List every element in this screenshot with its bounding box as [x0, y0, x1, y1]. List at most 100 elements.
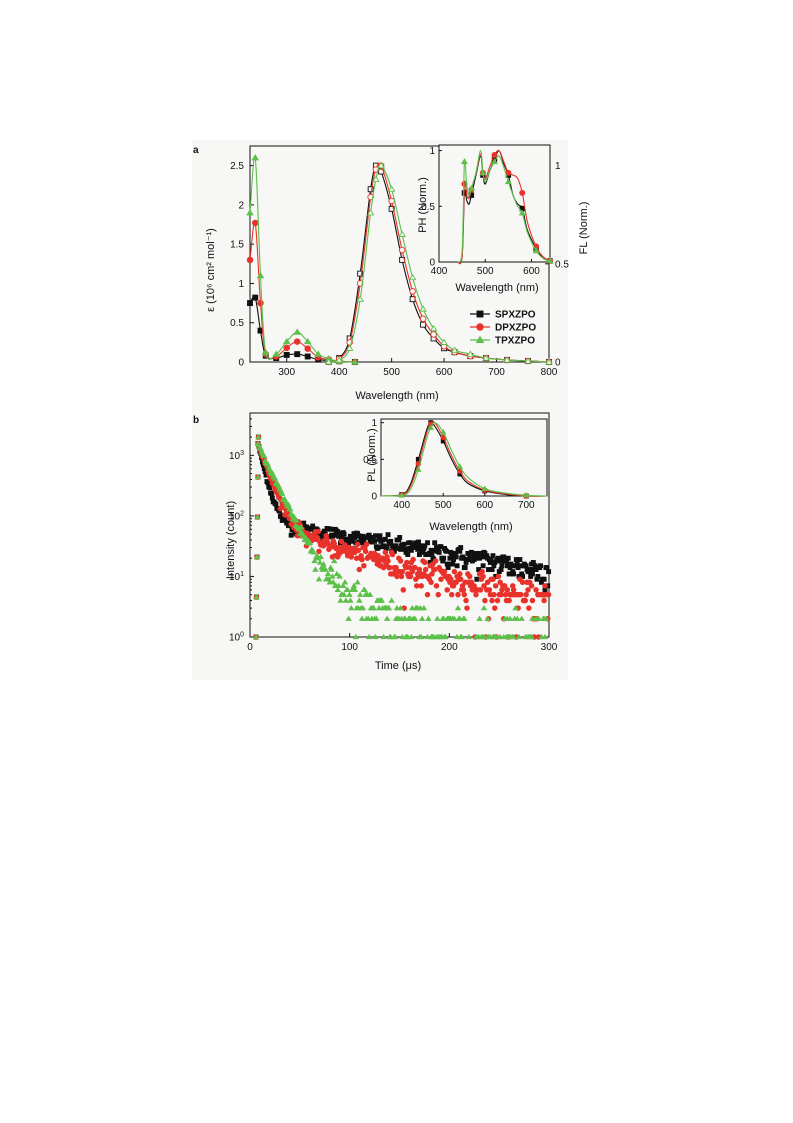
decay-point	[352, 633, 359, 640]
decay-point	[335, 582, 342, 588]
inset-x-tick-label-3: 700	[518, 500, 535, 511]
decay-point	[297, 524, 305, 530]
inset-x-tick-label-1: 500	[435, 500, 452, 511]
decay-point	[442, 633, 449, 640]
fluorescence-marker	[357, 270, 364, 277]
decay-point	[254, 513, 261, 520]
x-tick-label-2: 200	[441, 642, 458, 653]
x-tick-label-1: 100	[341, 642, 358, 653]
fluorescence-marker	[429, 324, 438, 332]
y-tick-label-5: 2.5	[230, 161, 244, 172]
decay-point	[382, 549, 389, 556]
decay-point	[436, 549, 442, 555]
decay-point	[492, 583, 499, 589]
absorption-marker	[304, 345, 311, 352]
inset-y-tick-label-0: 0	[371, 492, 377, 503]
decay-point	[392, 633, 399, 640]
decay-point	[385, 558, 391, 564]
panel-a-inset-x-ticks: 400 500 600	[431, 259, 540, 277]
decay-point	[408, 633, 415, 640]
decay-point	[506, 615, 514, 621]
inset-x-tick-label-2: 600	[523, 266, 540, 277]
inset-series-TPXZPO	[380, 422, 548, 498]
decay-point	[499, 563, 505, 569]
decay-point	[482, 597, 488, 604]
inset-marker	[546, 257, 554, 264]
decay-point	[380, 633, 387, 640]
decay-point	[544, 565, 550, 571]
decay-point	[285, 501, 292, 507]
panel-b-series	[252, 433, 552, 640]
decay-point	[393, 604, 401, 611]
absorption-marker	[294, 351, 301, 358]
panel-b-x-ticks: 0 100 200 300	[247, 633, 558, 653]
absorption-marker	[303, 337, 312, 345]
fluorescence-marker	[366, 209, 375, 216]
decay-point	[432, 558, 439, 564]
decay-point	[389, 551, 396, 558]
decay-point	[448, 576, 454, 582]
absorption-marker	[293, 338, 301, 345]
decay-point	[320, 560, 327, 567]
y-tick-label-3: 1.5	[230, 240, 244, 251]
decay-point	[455, 591, 461, 598]
decay-point	[361, 563, 367, 569]
inset-marker	[398, 492, 405, 498]
fluorescence-marker	[377, 161, 385, 169]
inset-marker	[460, 158, 468, 165]
panel-b-y-axis-label: Intensity (count)	[225, 501, 237, 579]
decay-point	[310, 549, 317, 555]
decay-point	[362, 548, 369, 555]
decay-point	[468, 579, 475, 586]
absorption-marker	[246, 256, 254, 264]
inset-x-tick-label-2: 600	[476, 500, 493, 511]
fluorescence-marker	[482, 354, 490, 361]
decay-point	[519, 579, 526, 586]
decay-point	[312, 566, 319, 572]
y-tick-label-1: 101	[229, 571, 244, 583]
decay-point	[340, 591, 348, 597]
decay-point	[416, 566, 423, 573]
decay-point	[253, 593, 260, 600]
decay-point	[451, 615, 458, 621]
decay-point	[431, 566, 438, 573]
decay-point	[542, 615, 550, 621]
fluorescence-marker	[430, 331, 437, 338]
decay-point	[501, 583, 508, 589]
decay-point	[378, 597, 385, 603]
inset-marker	[415, 466, 422, 472]
decay-point	[527, 567, 533, 572]
inset-line-TPXZPO	[456, 150, 551, 263]
fluorescence-marker	[324, 358, 333, 365]
decay-point	[398, 573, 405, 580]
decay-point	[448, 591, 455, 598]
decay-point	[400, 587, 407, 593]
panel-b-label: b	[193, 415, 199, 426]
decay-point	[545, 591, 552, 598]
inset-marker	[427, 424, 434, 430]
fluorescence-marker	[367, 186, 374, 193]
panel-a-inset-y-axis-label: PH (Norm.)	[417, 177, 429, 233]
decay-point	[461, 591, 468, 598]
decay-point	[425, 615, 432, 621]
fluorescence-marker	[345, 344, 354, 351]
decay-point	[541, 633, 549, 640]
decay-point	[504, 587, 511, 593]
inset-y-tick-label-1: 0.5	[363, 455, 377, 466]
y-tick-label-0: 100	[229, 632, 244, 644]
panel-a: a 300 400 500 600 700 800 00.511.522.5 00.51 …	[193, 144, 590, 402]
decay-point	[502, 591, 509, 598]
decay-point	[253, 553, 261, 560]
panel-a-legend: SPXZPO DPXZPO TPXZPO	[470, 310, 536, 347]
decay-point	[326, 579, 333, 585]
inset-line-DPXZPO	[456, 149, 551, 265]
panel-b-inset-x-axis-label: Wavelength (nm)	[429, 521, 512, 533]
legend-label: TPXZPO	[495, 336, 535, 347]
decay-point	[489, 597, 495, 604]
decay-point	[479, 568, 485, 575]
decay-point	[518, 591, 524, 598]
decay-point	[481, 633, 489, 640]
inset-marker	[440, 429, 447, 435]
decay-point	[542, 583, 548, 589]
